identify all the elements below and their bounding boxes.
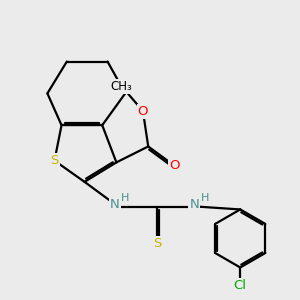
Text: Cl: Cl bbox=[234, 279, 247, 292]
Text: N: N bbox=[189, 198, 199, 211]
Text: O: O bbox=[138, 105, 148, 118]
Text: S: S bbox=[50, 154, 59, 167]
Text: CH₃: CH₃ bbox=[111, 80, 133, 93]
Text: H: H bbox=[121, 193, 129, 203]
Text: H: H bbox=[201, 193, 210, 203]
Text: N: N bbox=[110, 198, 119, 211]
Text: O: O bbox=[169, 159, 180, 172]
Text: S: S bbox=[153, 237, 161, 250]
